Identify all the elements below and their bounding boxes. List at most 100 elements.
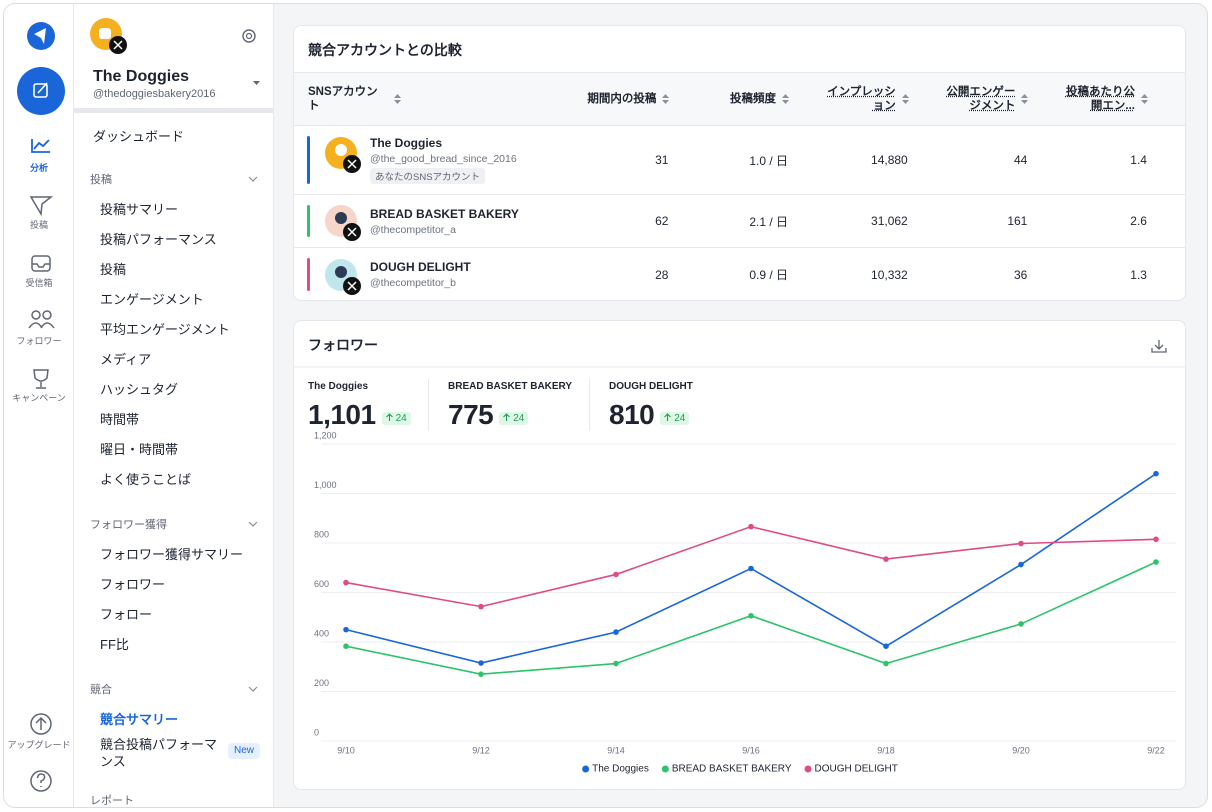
legend-label: The Doggies (592, 764, 649, 775)
menu-item[interactable]: フォロー (100, 607, 153, 622)
table-cell: 1.0 / 日 (680, 125, 801, 195)
data-point (883, 556, 889, 562)
table-cell: 28 (560, 247, 681, 300)
menu-item[interactable]: ハッシュタグ (100, 382, 179, 397)
menu-item[interactable]: 平均エンゲージメント (100, 322, 230, 337)
column-header[interactable]: 投稿頻度 (680, 72, 801, 126)
table-cell: 10,332 (800, 247, 920, 300)
comparison-table: SNSアカウント 期間内の投稿 投稿頻度 インプレッション 公開エンゲージメント 投稿あた… (294, 72, 1185, 300)
x-tick-label: 9/18 (877, 745, 895, 755)
menu-item[interactable]: FF比 (100, 637, 129, 652)
menu-item[interactable]: 競合サマリー (100, 712, 179, 727)
rail-label: 分析 (29, 163, 48, 173)
legend: The Doggies BREAD BASKET BAKERY DOUGH DELI… (582, 764, 898, 775)
column-header[interactable]: 投稿あたり公開エン... (1039, 72, 1159, 126)
menu-item[interactable]: フォロワー獲得サマリー (100, 547, 244, 562)
menu-item[interactable]: 投稿 (100, 262, 127, 277)
menu-item[interactable]: 曜日・時間帯 (100, 442, 179, 457)
menu-item[interactable]: エンゲージメント (100, 292, 204, 307)
table-cell: 44 (919, 125, 1040, 195)
followers-card: フォロワー 0 200 400 600 800 1,000 1,200 9/10 9/12 9/1… (293, 320, 1186, 790)
header-label: 期間内の投稿 (587, 93, 657, 105)
header-label: SNSアカウント (308, 86, 378, 112)
legend-label: BREAD BASKET BAKERY (672, 764, 792, 775)
account-name: BREAD BASKET BAKERY (370, 206, 519, 221)
menu-label: 競合投稿パフォーマンス (100, 737, 218, 769)
data-point (613, 660, 619, 667)
table-cell: 2.6 (1039, 194, 1159, 248)
menu-item[interactable]: 投稿サマリー (100, 202, 179, 217)
cell-spacer (1158, 125, 1185, 195)
menu: ダッシュボード 投稿 投稿サマリー 投稿パフォーマンス 投稿 エンゲージメント 平均エンゲ… (74, 116, 273, 807)
y-tick-label: 1,000 (314, 480, 337, 490)
column-header[interactable]: インプレッション (800, 72, 920, 126)
app: 分析 投稿 受信箱 フォロワー キャンペーン アップグレード The Doggies @t… (3, 3, 1208, 808)
data-point (1018, 561, 1024, 568)
row-color-bar (307, 136, 310, 184)
x-tick-label: 9/10 (337, 745, 355, 755)
account-cell: BREAD BASKET BAKERY @thecompetitor_a (294, 194, 561, 248)
y-tick-label: 600 (314, 579, 329, 589)
row-color-bar (307, 205, 310, 237)
menu-item[interactable]: フォロワー (100, 577, 166, 592)
y-tick-label: 0 (314, 727, 319, 737)
legend-marker (661, 765, 669, 773)
data-point (1153, 470, 1159, 477)
table-cell: 161 (919, 194, 1040, 248)
cell-spacer (1158, 194, 1185, 248)
stat-change-value: 24 (513, 413, 525, 424)
menu-item[interactable]: メディア (100, 352, 152, 367)
data-point (613, 629, 619, 635)
column-header[interactable]: 期間内の投稿 (560, 72, 681, 126)
x-tick-label: 9/20 (1012, 745, 1030, 755)
stat-value: 1,101 (308, 399, 376, 430)
header-label: 公開エンゲージメント (946, 86, 1016, 112)
sidebar: The Doggies @thedoggiesbakery2016 ダッシュボー… (74, 4, 274, 807)
account-handle: @thecompetitor_a (370, 223, 456, 236)
column-header[interactable]: 公開エンゲージメント (919, 72, 1040, 126)
stat-name: The Doggies (308, 381, 369, 392)
table-cell: 14,880 (800, 125, 920, 195)
stat-value: 775 (448, 399, 494, 430)
account-name: The Doggies (93, 68, 190, 85)
table-cell: 1.3 (1039, 247, 1159, 300)
data-point (478, 660, 484, 666)
account-name: DOUGH DELIGHT (370, 260, 471, 274)
column-header[interactable]: SNSアカウント (294, 72, 561, 126)
new-badge: New (227, 743, 260, 759)
data-point (343, 579, 349, 586)
stat-change-value: 24 (674, 413, 686, 424)
rail-label: アップグレード (7, 740, 71, 750)
account-cell: The Doggies @the_good_bread_since_2016 あなた… (294, 125, 561, 195)
menu-item[interactable]: 競合投稿パフォーマンス New (74, 735, 273, 771)
rail-label: フォロワー (16, 336, 62, 346)
table-row: BREAD BASKET BAKERY @thecompetitor_a 62 2.1… (294, 194, 1185, 248)
table-cell: 36 (919, 247, 1040, 300)
section-title[interactable]: フォロワー獲得 (74, 510, 273, 540)
table-cell: 2.1 / 日 (680, 194, 801, 248)
data-point (343, 626, 349, 633)
data-point (1153, 559, 1159, 565)
data-point (1018, 540, 1024, 547)
section-title[interactable]: レポート (90, 795, 134, 807)
section-title[interactable]: 投稿 (74, 165, 273, 195)
icon-rail: 分析 投稿 受信箱 フォロワー キャンペーン アップグレード (4, 4, 74, 807)
data-point (883, 643, 889, 650)
section-title[interactable]: 競合 (74, 675, 273, 705)
menu-item[interactable]: 投稿パフォーマンス (100, 232, 217, 247)
table-cell: 31 (560, 125, 681, 195)
stat-change: 24 (660, 412, 690, 425)
stat-separator (589, 379, 590, 431)
menu-item[interactable]: 時間帯 (100, 412, 140, 427)
stat-change: 24 (499, 412, 529, 425)
download-icon[interactable] (1151, 340, 1167, 353)
data-point (748, 565, 754, 572)
menu-item[interactable]: ダッシュボード (93, 129, 185, 144)
stat-change: 24 (381, 412, 411, 425)
x-tick-label: 9/14 (607, 745, 625, 755)
legend-marker (804, 765, 812, 773)
account-tag: あなたのSNSアカウント (370, 168, 486, 184)
data-point (613, 571, 619, 578)
table-cell: 1.4 (1039, 125, 1159, 195)
menu-item[interactable]: よく使うことば (100, 472, 192, 487)
